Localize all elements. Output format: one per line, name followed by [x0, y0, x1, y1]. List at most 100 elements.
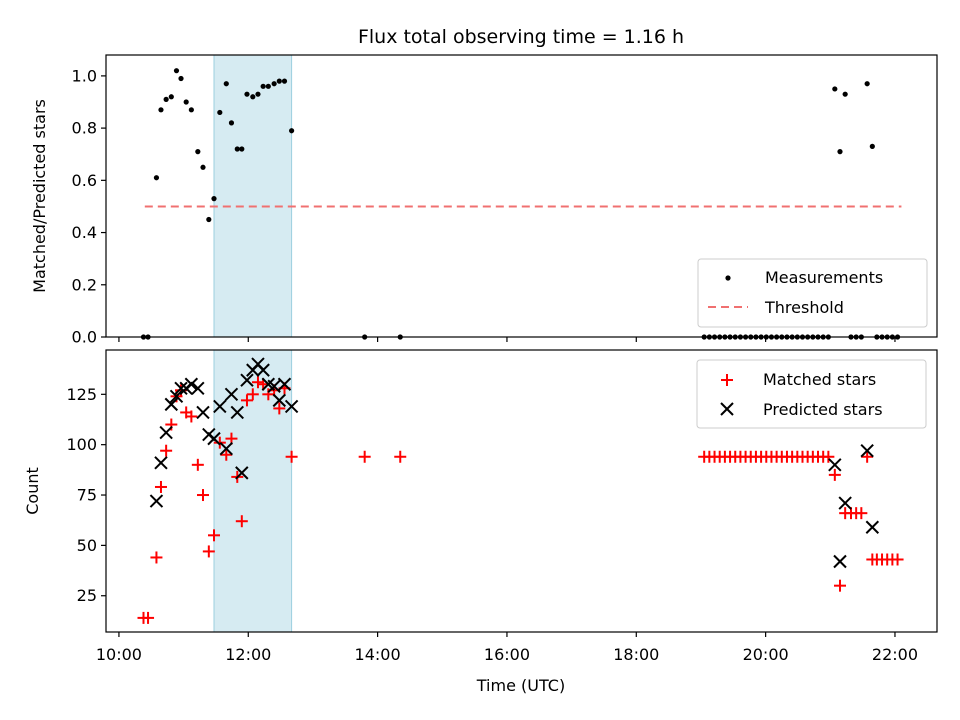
measurement-point — [200, 164, 206, 170]
measurement-point — [188, 107, 194, 113]
bottom-plot-frame — [105, 349, 938, 633]
legend-matched-label: Matched stars — [763, 370, 876, 389]
matched-star-point — [220, 448, 233, 461]
top-highlight-span — [213, 54, 293, 338]
matched-star-point — [833, 579, 846, 592]
matched-star-point — [240, 394, 253, 407]
matched-star-point — [861, 450, 874, 463]
measurement-point — [217, 109, 223, 116]
measurement-point — [289, 128, 295, 134]
bottom-ytick-label: 125 — [66, 385, 97, 404]
bottom-legend-box — [696, 359, 927, 429]
bottom-ytick-label: 75 — [77, 486, 97, 505]
measurement-point — [206, 216, 212, 223]
matched-star-point — [358, 450, 371, 463]
matched-star-point — [207, 529, 220, 542]
measurement-point — [842, 91, 848, 97]
bottom-ytick-label: 50 — [77, 536, 97, 555]
predicted-star-point — [833, 554, 847, 569]
measurement-point — [228, 120, 235, 126]
predicted-star-point — [207, 431, 221, 446]
matched-star-point — [213, 436, 226, 449]
predicted-star-point — [219, 441, 233, 456]
predicted-star-point — [169, 389, 184, 404]
xtick-label: 14:00 — [355, 645, 401, 664]
predicted-star-point — [256, 363, 270, 377]
legend-matched-marker — [721, 374, 733, 386]
bottom-panel: 25 50 75 100 125 10:00 12:00 14:00 16:00 18:00 20… — [23, 349, 938, 695]
bottom-ytick-label: 100 — [66, 435, 97, 454]
predicted-star-point — [184, 377, 199, 391]
legend-threshold-label: Threshold — [764, 298, 844, 317]
matched-star-point — [891, 553, 904, 566]
predicted-star-point — [267, 379, 281, 393]
top-ytick-label: 0.2 — [72, 275, 97, 294]
legend-predicted-marker — [720, 402, 734, 416]
matched-star-point — [246, 388, 259, 401]
matched-star-point — [828, 468, 841, 481]
top-ytick-label: 0.0 — [72, 328, 97, 347]
measurement-point — [276, 78, 282, 84]
predicted-star-point — [284, 399, 299, 414]
xtick-label: 20:00 — [743, 645, 789, 664]
measurement-point — [239, 146, 245, 152]
xtick-label: 10:00 — [96, 645, 142, 664]
predicted-star-point — [240, 373, 254, 387]
predicted-star-point — [860, 444, 874, 458]
top-y-ticks: 0.0 0.2 0.4 0.6 0.8 1.0 — [72, 66, 106, 347]
measurement-point — [173, 68, 180, 74]
matched-star-point — [142, 611, 155, 624]
measurement-point — [178, 75, 184, 82]
top-y-axis-label: Matched/Predicted stars — [30, 99, 49, 293]
top-ytick-label: 0.4 — [72, 223, 97, 242]
bottom-y-axis-label: Count — [23, 467, 42, 515]
bottom-y-ticks: 25 50 75 100 125 — [66, 385, 106, 605]
predicted-star-point — [828, 458, 842, 472]
matched-star-point — [160, 444, 173, 457]
x-axis-label: Time (UTC) — [476, 676, 565, 695]
measurement-point — [832, 86, 838, 92]
measurement-point — [211, 196, 217, 202]
predicted-star-point — [272, 393, 287, 408]
measurement-point — [234, 146, 240, 152]
matched-star-point — [185, 410, 198, 423]
measurement-point — [864, 81, 870, 87]
top-plot-frame — [105, 54, 938, 338]
predicted-star-point — [224, 387, 239, 402]
matched-star-point — [251, 376, 264, 389]
measurement-point — [869, 143, 875, 149]
top-ytick-label: 1.0 — [72, 66, 97, 85]
legend-predicted-label: Predicted stars — [763, 400, 883, 419]
predicted-star-point — [164, 397, 179, 412]
measurement-point — [158, 107, 164, 113]
top-x-ticks — [118, 337, 896, 342]
matched-star-point — [822, 450, 835, 463]
measurement-point — [271, 81, 277, 87]
measurement-point — [244, 91, 250, 97]
predicted-star-point — [149, 494, 164, 508]
bottom-points-layer — [137, 357, 904, 624]
predicted-star-point — [159, 425, 173, 440]
measurement-point — [183, 99, 189, 105]
matched-star-point — [285, 450, 298, 463]
predicted-star-point — [213, 399, 227, 414]
measurement-point — [265, 83, 271, 89]
bottom-legend: Matched stars Predicted stars — [696, 359, 927, 429]
xtick-label: 18:00 — [613, 645, 659, 664]
chart-title: Flux total observing time = 1.16 h — [358, 26, 684, 48]
measurement-point — [837, 149, 843, 155]
matched-star-point — [191, 458, 204, 471]
predicted-star-point — [235, 466, 249, 480]
matched-star-point — [394, 450, 407, 463]
predicted-star-point — [191, 381, 205, 395]
top-ytick-label: 0.8 — [72, 119, 97, 138]
measurement-point — [223, 81, 229, 87]
matched-star-point — [197, 489, 210, 502]
predicted-star-point — [230, 405, 244, 420]
top-ytick-label: 0.6 — [72, 171, 97, 190]
measurement-point — [195, 149, 201, 155]
xtick-label: 16:00 — [484, 645, 530, 664]
top-legend-box — [697, 258, 928, 328]
predicted-star-point — [277, 377, 292, 391]
